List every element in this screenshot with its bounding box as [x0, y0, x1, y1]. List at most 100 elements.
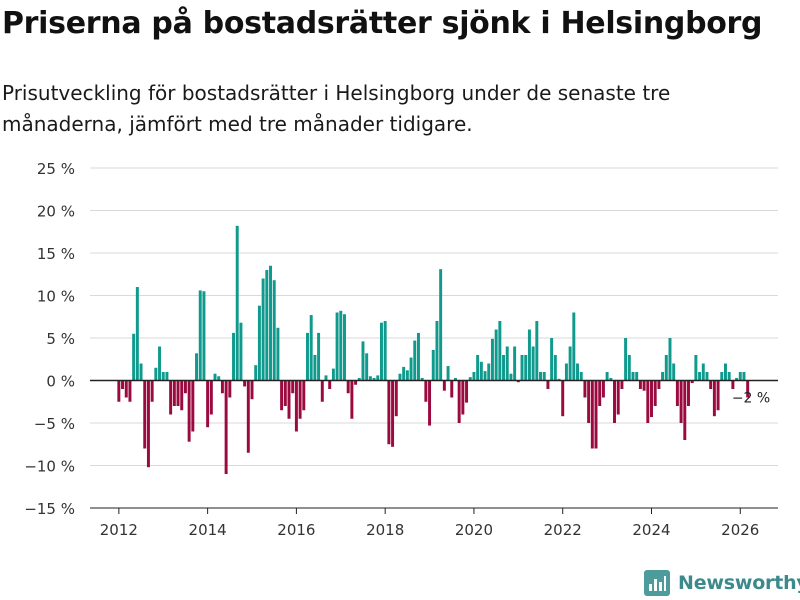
bar [343, 314, 346, 381]
bar [731, 380, 735, 389]
bar [331, 368, 335, 381]
bar [165, 372, 169, 381]
bar [461, 380, 465, 415]
bar [513, 346, 517, 381]
bar [402, 366, 406, 381]
bar [124, 380, 128, 398]
bar [609, 377, 613, 381]
bar [269, 265, 272, 381]
bar [228, 380, 232, 398]
bar [128, 380, 132, 402]
annotations: −2 % [732, 391, 770, 407]
bar [683, 380, 687, 440]
gridlines [90, 167, 778, 509]
bar [239, 322, 243, 381]
bar [583, 380, 587, 398]
bar [627, 355, 631, 381]
bar [187, 380, 191, 442]
bar [450, 380, 454, 398]
bar [690, 380, 694, 384]
bar [298, 380, 302, 419]
bar [394, 380, 398, 417]
y-tick-label: 15 % [37, 245, 75, 263]
last-value-label: −2 % [732, 391, 770, 407]
bar [158, 346, 162, 381]
bar [709, 380, 713, 389]
bar [657, 380, 661, 389]
bar [442, 380, 446, 391]
bar [675, 380, 679, 406]
bar [557, 378, 561, 381]
bar [265, 270, 269, 381]
bar [568, 346, 572, 381]
bar [516, 380, 520, 383]
bar [117, 380, 121, 402]
bar [705, 372, 709, 381]
chart-title: Priserna på bostadsrätter sjönk i Helsin… [2, 6, 763, 41]
bar [121, 380, 125, 389]
bar [457, 380, 461, 423]
bar [531, 346, 535, 381]
bar [420, 377, 424, 381]
bar [202, 291, 206, 381]
bar [720, 372, 724, 381]
bar [309, 315, 313, 381]
bar [527, 329, 531, 381]
bar [746, 380, 750, 398]
bar [183, 380, 187, 394]
bar [453, 377, 457, 381]
bar [679, 380, 683, 423]
bar [172, 380, 176, 406]
bar [220, 380, 224, 394]
brand-name: Newsworthy [678, 572, 800, 594]
bar [735, 377, 739, 381]
bar [646, 380, 650, 423]
bar [601, 380, 605, 398]
bar [283, 380, 287, 406]
bar [653, 380, 657, 406]
bar [490, 338, 494, 381]
bar [135, 287, 139, 381]
bar [361, 341, 365, 381]
x-tick-label: 2022 [544, 521, 582, 539]
y-tick-label: 0 % [46, 373, 75, 391]
newsworthy-logo: Newsworthy [644, 568, 800, 598]
bar [357, 377, 361, 381]
bar [154, 367, 158, 381]
bar [372, 377, 376, 381]
bar [738, 372, 742, 381]
bar [576, 363, 579, 381]
bar [742, 372, 746, 381]
bar [161, 372, 165, 381]
y-tick-label: 10 % [37, 288, 75, 306]
bar [698, 372, 702, 381]
bar [635, 372, 639, 381]
bar [243, 380, 247, 387]
bar [616, 380, 620, 415]
bar [638, 380, 642, 389]
y-tick-label: 5 % [46, 330, 75, 348]
bar [180, 380, 184, 411]
bar [553, 355, 557, 381]
bar [232, 332, 235, 381]
bar [431, 349, 435, 381]
bar [294, 380, 298, 432]
bar [302, 380, 306, 411]
bar [487, 363, 491, 381]
bar [217, 376, 221, 381]
bar [712, 380, 716, 417]
bar [335, 312, 339, 381]
y-axis-tick-labels: −15 % −10 % −5 % 0 % 5 % 10 % 15 % 20 % 25 % [24, 160, 75, 518]
bar [724, 363, 727, 381]
bar [365, 353, 369, 381]
bar [139, 363, 143, 381]
bar [483, 371, 487, 381]
bar [261, 278, 265, 381]
bar [383, 321, 387, 381]
bar [206, 380, 210, 428]
bar [416, 332, 420, 381]
bar [642, 380, 646, 391]
bar [446, 366, 450, 381]
bar [368, 376, 372, 381]
